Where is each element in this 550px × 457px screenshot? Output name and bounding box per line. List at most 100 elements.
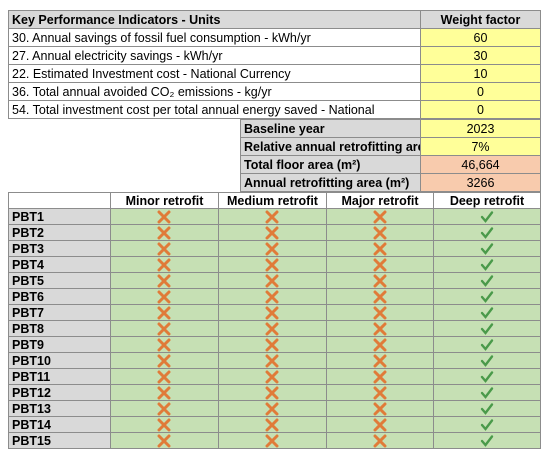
check-icon [480,306,493,319]
kpi-label: 27. Annual electricity savings - kWh/yr [8,46,421,65]
icon-shape [480,402,493,415]
icon-shape [373,226,386,239]
cross-icon [373,258,386,271]
row-label: PBT6 [8,288,111,305]
kpi-label: 54. Total investment cost per total annu… [8,100,421,119]
cross-icon [265,210,279,223]
cross-icon [157,210,171,223]
icon-shape [157,322,171,335]
icon-shape [265,242,279,255]
cross-icon [157,386,171,399]
row-label: PBT10 [8,352,111,369]
cross-icon [373,322,386,335]
icon-shape [480,418,493,431]
icon-shape [265,370,279,383]
check-icon [480,242,493,255]
row-label: PBT13 [8,400,111,417]
icon-shape [373,386,386,399]
parameter-value: 7% [420,137,541,156]
cross-icon [373,418,386,431]
check-icon [480,434,493,447]
cross-icon [373,226,386,239]
icon-shape [373,354,386,367]
check-icon [480,338,493,351]
cross-icon [373,242,386,255]
parameter-value: 2023 [420,119,541,138]
icon-shape [480,370,493,383]
retrofit-header: Deep retrofit [433,192,541,209]
cross-icon [373,370,386,383]
icon-shape [373,290,386,303]
icon-shape [157,402,171,415]
icon-shape [265,274,279,287]
icon-shape [480,386,493,399]
icon-shape [373,210,386,223]
parameter-value: 3266 [420,173,541,192]
retrofit-header: Minor retrofit [110,192,219,209]
icon-shape [373,322,386,335]
cross-icon [265,386,279,399]
icon-shape [373,258,386,271]
check-icon [480,226,493,239]
weight-header: Weight factor [420,10,541,29]
row-label: PBT14 [8,416,111,433]
icon-shape [157,338,171,351]
cross-icon [265,306,279,319]
parameter-value: 46,664 [420,155,541,174]
cross-icon [373,210,386,223]
check-icon [480,402,493,415]
icon-shape [480,242,493,255]
row-label: PBT5 [8,272,111,289]
weight-value: 0 [420,82,541,101]
cross-icon [157,338,171,351]
icon-shape [480,258,493,271]
icon-shape [157,434,171,447]
icon-shape [373,242,386,255]
cross-icon [265,434,279,447]
cross-icon [373,402,386,415]
icon-shape [373,434,386,447]
cross-icon [265,370,279,383]
row-label: PBT9 [8,336,111,353]
cross-icon [157,370,171,383]
weight-value: 0 [420,100,541,119]
row-label: PBT4 [8,256,111,273]
cross-icon [157,354,171,367]
cross-icon [265,290,279,303]
icon-shape [480,306,493,319]
icon-shape [265,210,279,223]
weight-value: 10 [420,64,541,83]
icon-shape [157,290,171,303]
check-icon [480,258,493,271]
check-icon [480,274,493,287]
cross-icon [157,418,171,431]
check-icon [480,210,493,223]
retrofit-header: Medium retrofit [218,192,327,209]
icon-shape [157,274,171,287]
icon-shape [265,354,279,367]
cross-icon [265,274,279,287]
retrofit-header: Major retrofit [326,192,434,209]
cross-icon [373,290,386,303]
row-label: PBT1 [8,208,111,225]
cross-icon [373,338,386,351]
cross-icon [157,258,171,271]
icon-shape [157,306,171,319]
icon-shape [480,338,493,351]
icon-shape [373,338,386,351]
icon-shape [373,306,386,319]
icon-shape [157,354,171,367]
parameter-label: Relative annual retrofitting area [240,137,421,156]
row-label: PBT3 [8,240,111,257]
icon-shape [157,418,171,431]
icon-shape [480,226,493,239]
cross-icon [373,386,386,399]
icon-shape [480,434,493,447]
check-icon [480,290,493,303]
icon-shape [265,434,279,447]
icon-shape [157,226,171,239]
check-icon [480,370,493,383]
cross-icon [265,354,279,367]
icon-shape [480,290,493,303]
